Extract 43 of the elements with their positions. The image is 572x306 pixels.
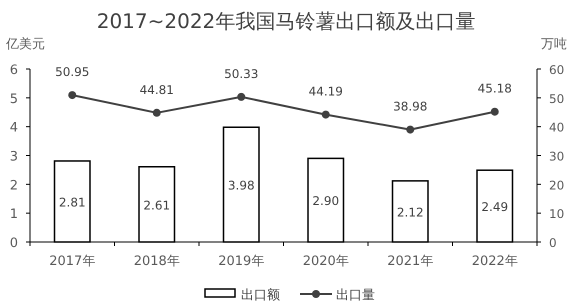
point <box>490 108 499 116</box>
y2-tick-label: 20 <box>549 178 564 192</box>
y2-tick-label: 40 <box>549 120 564 135</box>
y-tick-label: 2 <box>10 178 18 194</box>
x-tick-label: 2018年 <box>134 254 180 269</box>
x-tick-label: 2017年 <box>49 254 96 269</box>
legend-label: 出口额 <box>241 288 280 303</box>
chart-title: 2017~2022年我国马铃薯出口额及出口量 <box>96 9 476 33</box>
y-tick-label: 1 <box>10 207 18 222</box>
x-tick-label: 2019年 <box>218 254 264 269</box>
y-tick-label: 0 <box>10 236 18 251</box>
data-label: 50.33 <box>224 66 258 81</box>
y-tick-label: 4 <box>10 120 18 136</box>
data-label: 2.49 <box>481 200 508 214</box>
data-label: 44.81 <box>140 82 174 97</box>
y-tick-label: 3 <box>10 150 18 164</box>
legend-label: 出口量 <box>336 288 375 303</box>
y-tick-label: 6 <box>10 63 18 78</box>
y2-tick-label: 0 <box>549 236 557 250</box>
y2-tick-label: 10 <box>549 207 564 222</box>
data-label: 50.95 <box>55 65 90 80</box>
data-label: 44.19 <box>308 84 343 99</box>
x-tick-label: 2022年 <box>472 254 518 269</box>
y2-axis-title: 万吨 <box>541 37 567 52</box>
x-tick-label: 2020年 <box>302 254 349 269</box>
data-label: 38.98 <box>393 100 428 114</box>
y2-tick-label: 30 <box>549 150 564 164</box>
y2-tick-label: 50 <box>549 92 564 106</box>
y2-tick-label: 60 <box>549 63 564 77</box>
data-label: 45.18 <box>478 82 512 96</box>
data-label: 2.12 <box>396 205 424 220</box>
point <box>322 110 330 119</box>
y-tick-label: 5 <box>10 92 18 107</box>
point <box>237 92 246 101</box>
data-label: 3.98 <box>228 178 255 193</box>
data-label: 2.90 <box>312 194 340 208</box>
data-label: 2.81 <box>58 195 86 210</box>
point <box>406 126 414 134</box>
point <box>152 108 161 117</box>
point <box>68 91 76 100</box>
x-tick-label: 2021年 <box>387 254 434 269</box>
data-label: 2.61 <box>143 198 170 212</box>
y-axis-title: 亿美元 <box>5 36 45 52</box>
